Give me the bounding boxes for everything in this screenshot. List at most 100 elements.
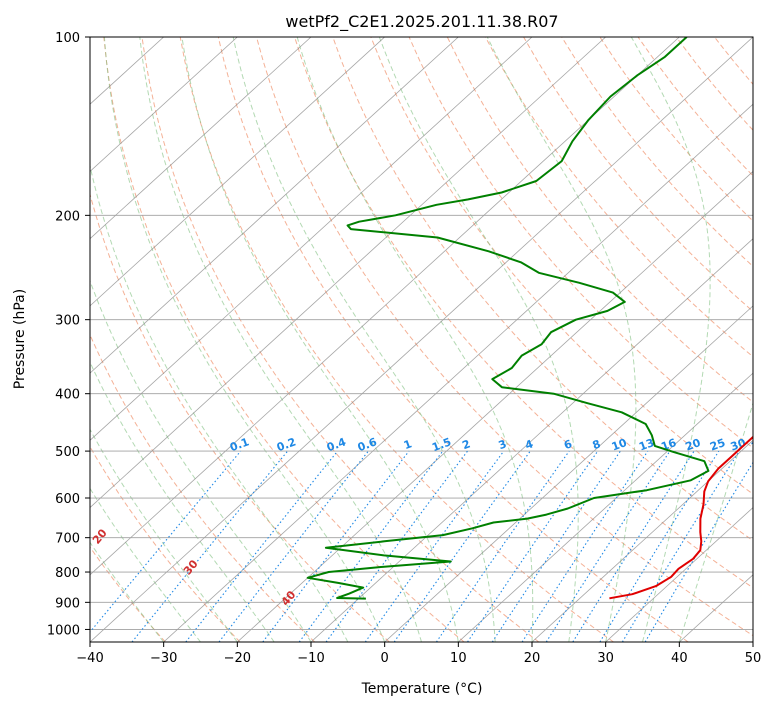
moist-adiabat bbox=[296, 37, 534, 642]
temperature-profile bbox=[609, 435, 753, 600]
y-tick-label: 900 bbox=[55, 596, 80, 611]
mixing-ratio-line bbox=[621, 450, 740, 642]
moist-adiabat bbox=[378, 37, 579, 642]
isotherm bbox=[90, 37, 459, 374]
x-axis: −40 −30 −20 −10 0 10 20 30 40 50 bbox=[76, 642, 761, 666]
mixing-ratio-label: 0.1 bbox=[228, 435, 251, 454]
isotherm bbox=[90, 37, 753, 642]
moist-adiabat bbox=[90, 279, 312, 642]
isotherm bbox=[237, 170, 753, 642]
mixing-ratio-label: 36 bbox=[749, 436, 768, 454]
moist-adiabat bbox=[90, 361, 275, 642]
mixing-ratio-label: 25 bbox=[708, 436, 727, 453]
isotherm bbox=[90, 37, 312, 240]
mixing-ratio-label: 4 bbox=[523, 437, 535, 452]
mixing-ratio-line bbox=[325, 450, 468, 642]
mixing-ratio-line bbox=[491, 450, 621, 642]
mixing-ratio-label: 0.4 bbox=[325, 435, 348, 454]
line-labels: 0.10.20.40.611.52346810131620253036-100-… bbox=[5, 435, 768, 608]
moist-adiabat bbox=[678, 401, 753, 642]
mixing-ratio-line bbox=[393, 450, 531, 642]
x-tick-label: 50 bbox=[745, 651, 762, 666]
isotherm bbox=[90, 37, 606, 509]
mixing-ratio-label: 0.6 bbox=[356, 435, 379, 454]
dry-adiabat-label: 40 bbox=[279, 588, 299, 608]
isotherm bbox=[90, 37, 533, 441]
mixing-ratio-label: 2 bbox=[461, 437, 473, 452]
x-axis-label: Temperature (°C) bbox=[361, 681, 483, 697]
isotherm bbox=[384, 305, 753, 642]
dry-adiabat bbox=[103, 37, 465, 642]
mixing-ratio-line bbox=[644, 461, 753, 642]
moist-adiabat bbox=[630, 37, 711, 642]
moist-adiabat bbox=[90, 428, 238, 642]
y-axis-label: Pressure (hPa) bbox=[12, 289, 28, 389]
mixing-ratio-label: 1 bbox=[402, 437, 414, 452]
y-tick-label: 500 bbox=[55, 445, 80, 460]
mixing-ratio-label: 20 bbox=[684, 436, 703, 454]
moist-adiabat bbox=[486, 37, 637, 642]
isotherm bbox=[90, 37, 680, 576]
dry-adiabat bbox=[179, 37, 614, 642]
dry-adiabat bbox=[90, 333, 316, 642]
dry-adiabat bbox=[523, 37, 753, 313]
y-tick-label: 200 bbox=[55, 209, 80, 224]
y-tick-label: 300 bbox=[55, 314, 80, 329]
dry-adiabat bbox=[408, 37, 753, 449]
isotherm bbox=[90, 37, 385, 307]
x-tick-label: −20 bbox=[224, 651, 251, 666]
y-tick-label: 100 bbox=[55, 31, 80, 46]
moist-adiabat bbox=[139, 37, 422, 642]
dry-adiabat-label: 20 bbox=[90, 526, 110, 546]
isotherm bbox=[752, 641, 753, 642]
y-tick-label: 400 bbox=[55, 388, 80, 403]
chart-title: wetPf2_C2E1.2025.201.11.38.R07 bbox=[285, 12, 558, 32]
dry-adiabat bbox=[370, 37, 753, 495]
x-tick-label: 30 bbox=[597, 651, 614, 666]
mixing-ratio-label: 6 bbox=[562, 437, 574, 452]
dry-adiabat bbox=[294, 37, 753, 589]
x-tick-label: 0 bbox=[381, 651, 389, 666]
y-axis: 100 200 300 400 500 600 700 800 900 1000 bbox=[47, 31, 90, 638]
mixing-ratio-label: 3 bbox=[497, 437, 509, 452]
dry-adiabat bbox=[256, 37, 753, 637]
isotherm bbox=[605, 507, 753, 642]
mixing-ratio-label: 8 bbox=[591, 437, 603, 452]
mixing-ratio-label: 1.5 bbox=[430, 435, 453, 454]
mixing-ratio-line bbox=[435, 450, 570, 642]
mixing-ratio-line bbox=[185, 450, 339, 642]
mixing-ratio-line bbox=[298, 450, 444, 642]
mixing-ratio-line bbox=[545, 450, 671, 642]
dry-adiabat bbox=[446, 37, 753, 403]
moist-adiabat bbox=[232, 37, 496, 642]
dry-adiabat bbox=[332, 37, 753, 542]
mixing-ratio-line bbox=[90, 450, 242, 633]
y-tick-label: 800 bbox=[55, 566, 80, 581]
dry-adiabat bbox=[714, 37, 753, 85]
isotherm bbox=[531, 439, 753, 642]
x-tick-label: 40 bbox=[671, 651, 688, 666]
x-tick-label: 20 bbox=[524, 651, 541, 666]
moist-adiabat bbox=[90, 163, 349, 642]
mixing-ratio-line bbox=[572, 450, 695, 642]
mixing-ratio-line bbox=[262, 450, 410, 642]
x-tick-label: 10 bbox=[450, 651, 467, 666]
dry-adiabat bbox=[561, 37, 753, 267]
dry-adiabat bbox=[637, 37, 753, 177]
isotherm bbox=[163, 103, 753, 642]
plot-frame bbox=[89, 36, 754, 643]
mixing-ratio-line bbox=[364, 450, 505, 642]
x-tick-label: −40 bbox=[76, 651, 103, 666]
dewpoint-profile bbox=[306, 37, 710, 600]
background-lines bbox=[90, 37, 753, 642]
dry-adiabat-label: 10 bbox=[5, 496, 25, 516]
moist-adiabat bbox=[181, 37, 459, 642]
mixing-ratio-line bbox=[467, 450, 599, 642]
isotherm bbox=[458, 372, 753, 642]
y-tick-label: 600 bbox=[55, 492, 80, 507]
mixing-ratio-label: 13 bbox=[637, 436, 656, 453]
x-tick-label: −30 bbox=[150, 651, 177, 666]
mixing-ratio-label: 10 bbox=[610, 436, 629, 454]
y-tick-label: 700 bbox=[55, 532, 80, 547]
